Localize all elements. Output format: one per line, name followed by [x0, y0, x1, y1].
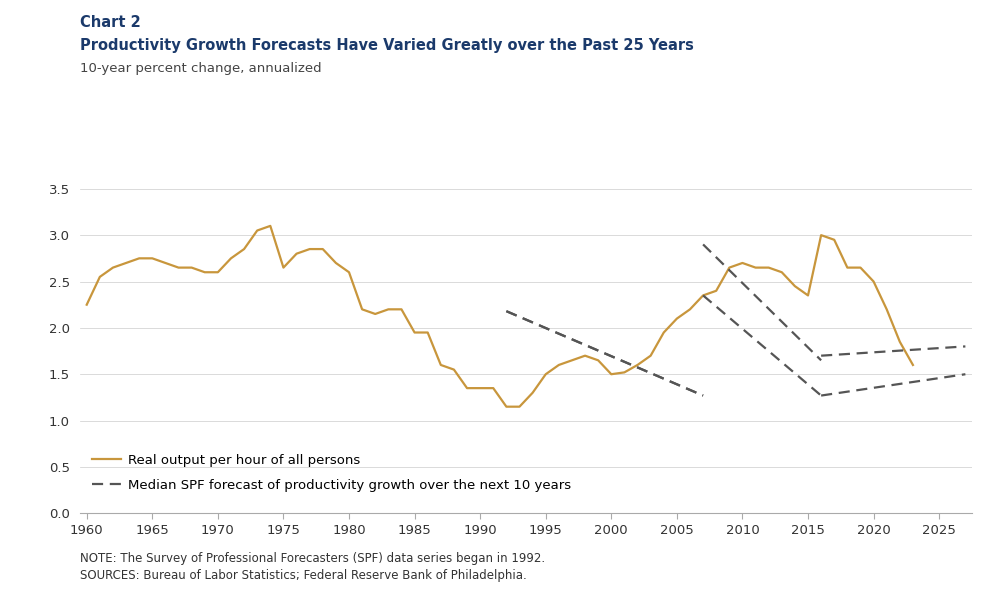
Text: Chart 2: Chart 2: [80, 15, 141, 30]
Text: 10-year percent change, annualized: 10-year percent change, annualized: [80, 62, 322, 75]
Text: Productivity Growth Forecasts Have Varied Greatly over the Past 25 Years: Productivity Growth Forecasts Have Varie…: [80, 38, 694, 53]
Legend: Real output per hour of all persons, Median SPF forecast of productivity growth : Real output per hour of all persons, Med…: [87, 448, 576, 497]
Text: NOTE: The Survey of Professional Forecasters (SPF) data series began in 1992.: NOTE: The Survey of Professional Forecas…: [80, 552, 545, 565]
Text: SOURCES: Bureau of Labor Statistics; Federal Reserve Bank of Philadelphia.: SOURCES: Bureau of Labor Statistics; Fed…: [80, 569, 527, 582]
